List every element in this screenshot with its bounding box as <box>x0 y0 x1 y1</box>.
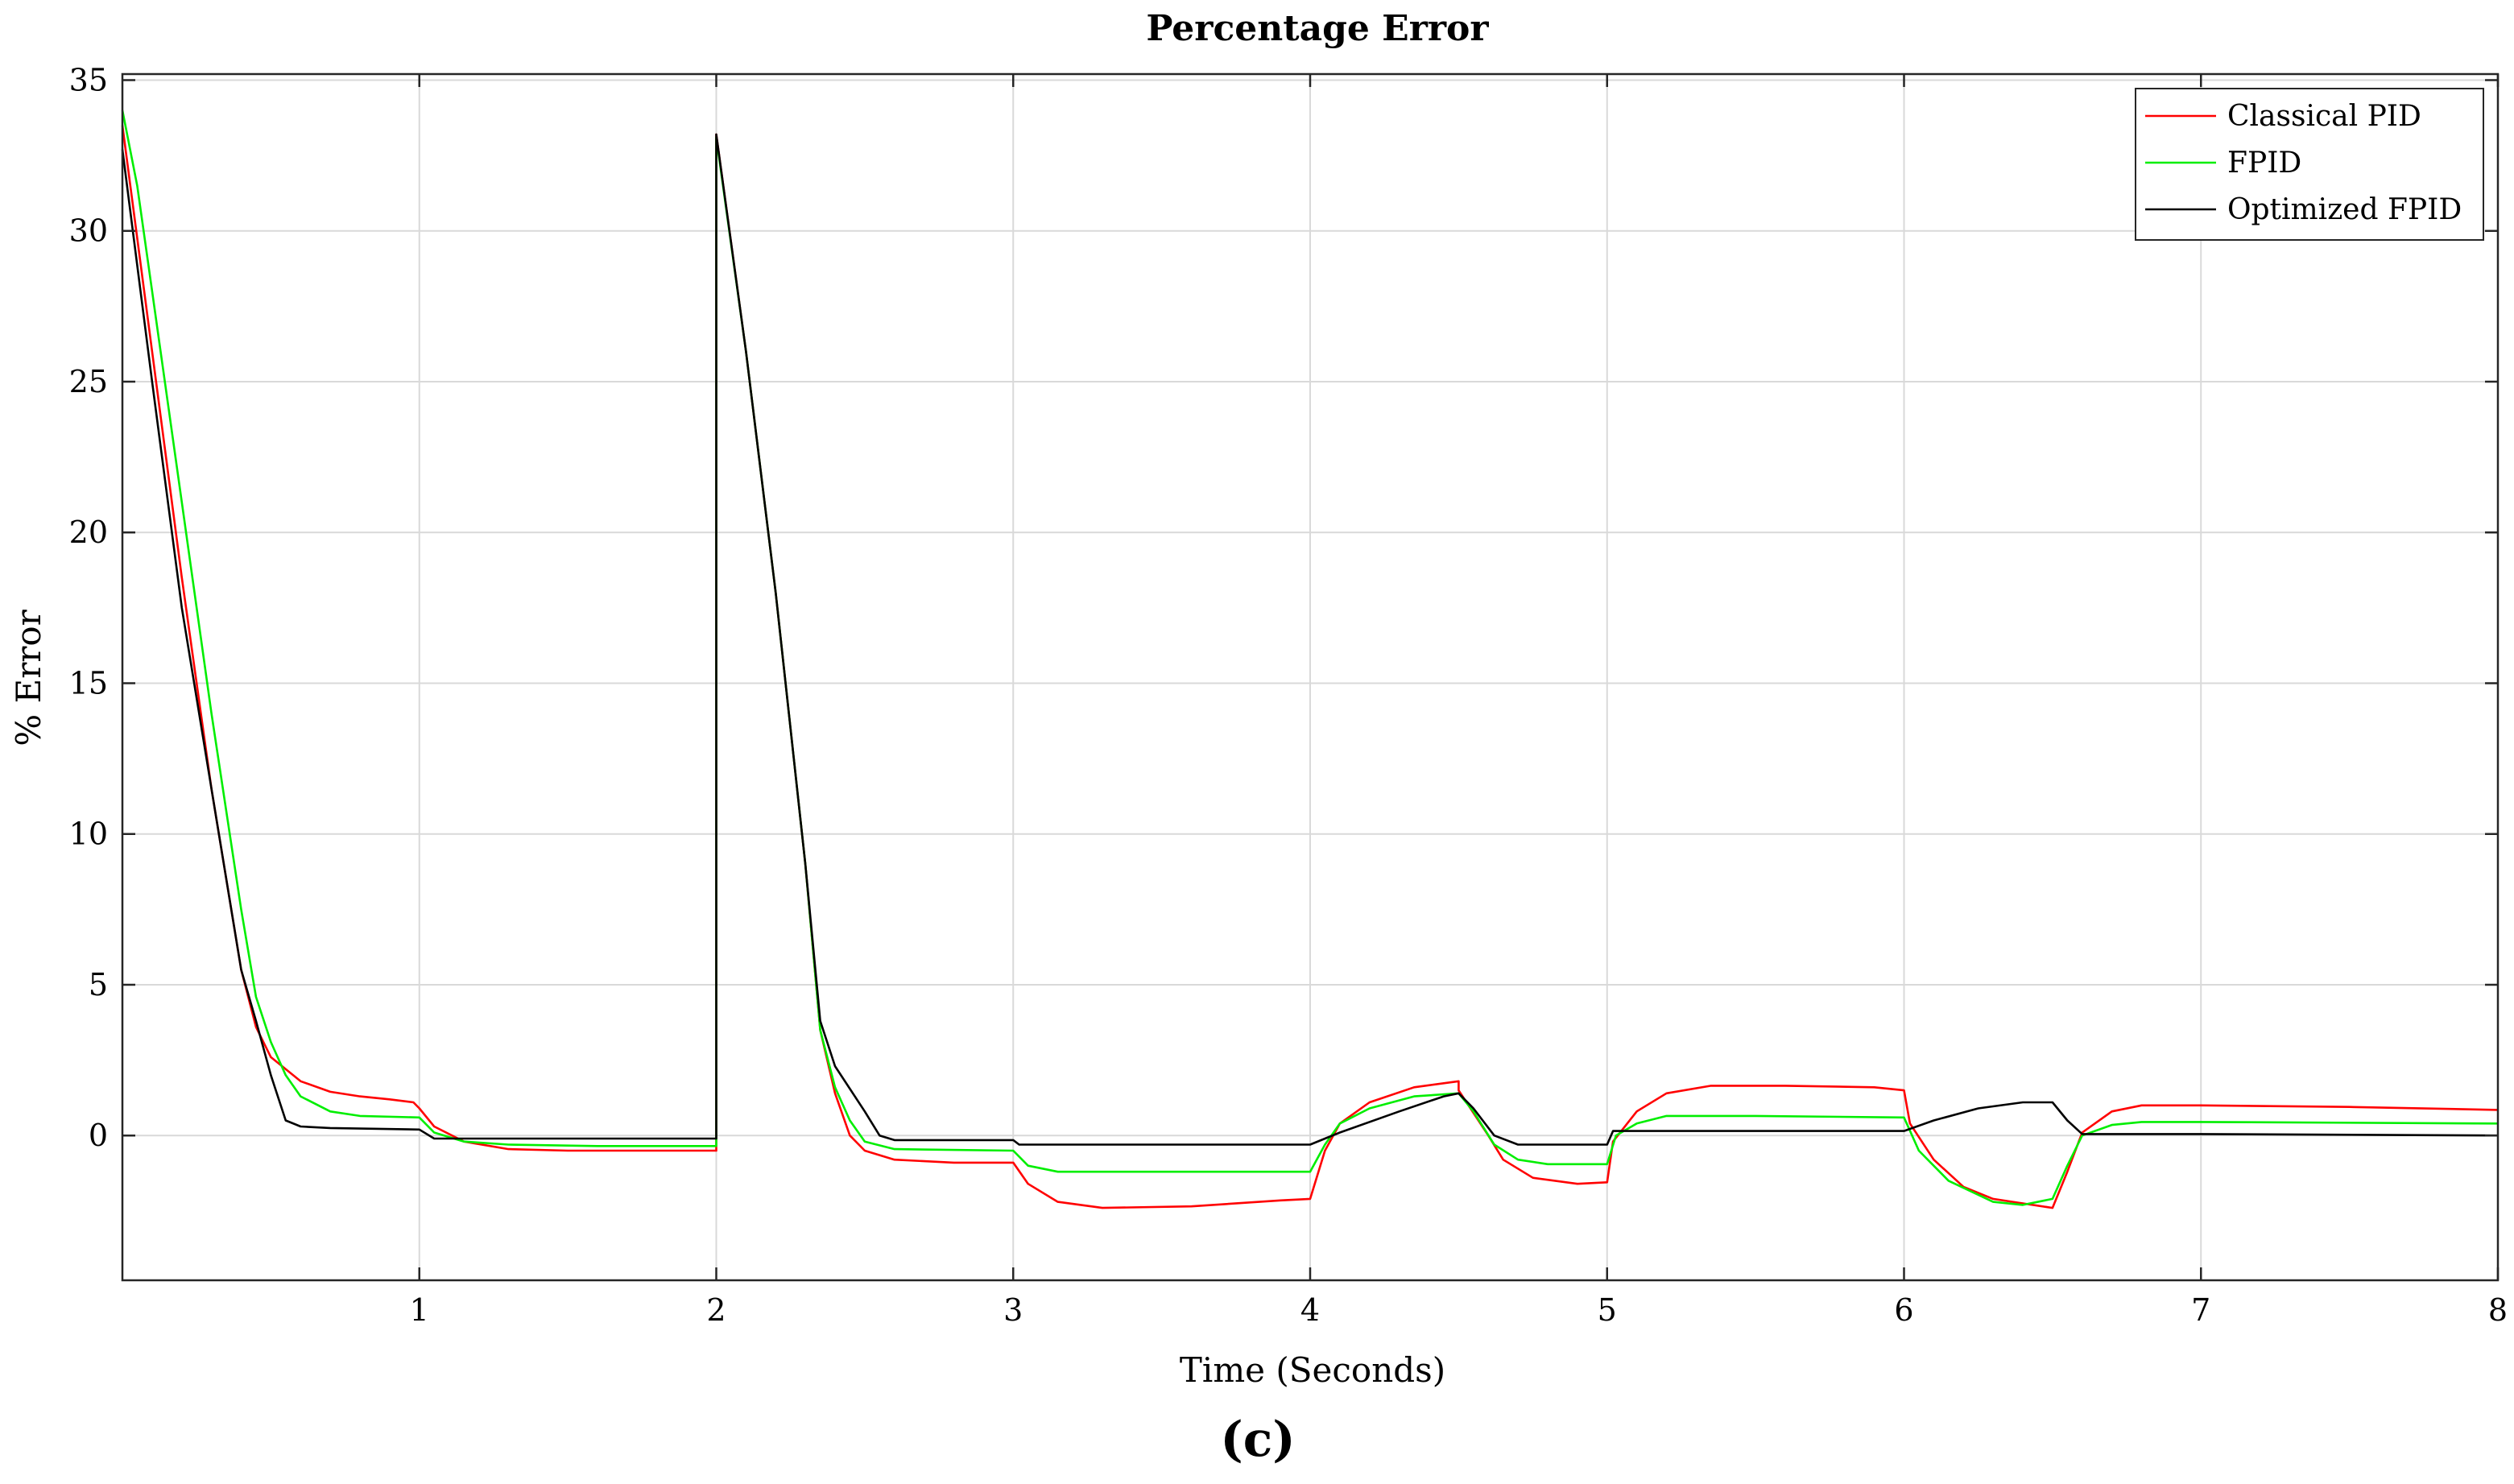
x-tick-label: 3 <box>1003 1292 1023 1328</box>
y-tick-label: 0 <box>89 1118 108 1153</box>
series-line-fpid <box>121 110 2499 1206</box>
series-line-optimized-fpid <box>121 133 2499 1146</box>
series-layer <box>121 110 2499 1209</box>
tick-layer: 1 2 3 4 5 6 7 8 0 5 10 15 20 25 30 35 <box>69 62 2508 1328</box>
series-line-classical-pid <box>121 125 2499 1209</box>
y-tick-label: 35 <box>69 62 108 97</box>
x-tick-label: 5 <box>1598 1292 1617 1328</box>
y-tick-label: 25 <box>69 364 108 399</box>
x-tick-label: 7 <box>2191 1292 2210 1328</box>
legend-entry: Classical PID <box>2227 100 2421 133</box>
y-axis-label: % Error <box>9 609 48 746</box>
y-tick-label: 30 <box>69 213 108 249</box>
x-tick-label: 1 <box>410 1292 429 1328</box>
figure-caption: (c) <box>1220 1412 1295 1468</box>
x-axis-label: Time (Seconds) <box>1180 1350 1445 1390</box>
y-tick-label: 15 <box>69 665 108 701</box>
legend-box <box>2135 88 2484 241</box>
x-tick-label: 4 <box>1300 1292 1320 1328</box>
grid <box>122 74 2498 1280</box>
x-tick-label: 6 <box>1894 1292 1913 1328</box>
legend-entry: FPID <box>2227 147 2301 180</box>
y-tick-label: 20 <box>69 515 108 550</box>
y-tick-label: 10 <box>69 816 108 852</box>
legend-entry: Optimized FPID <box>2227 193 2462 226</box>
legend: Classical PID FPID Optimized FPID <box>2135 88 2484 241</box>
y-tick-label: 5 <box>89 967 108 1002</box>
x-tick-label: 8 <box>2488 1292 2508 1328</box>
chart-title: Percentage Error <box>1146 8 1489 49</box>
x-tick-label: 2 <box>706 1292 726 1328</box>
